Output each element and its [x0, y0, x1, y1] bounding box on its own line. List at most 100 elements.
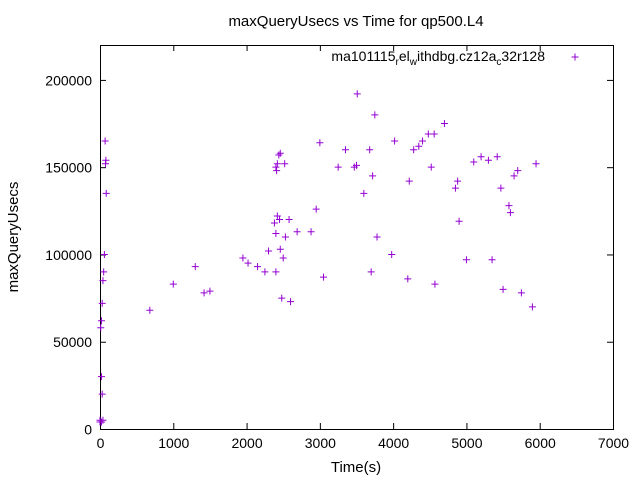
data-point — [102, 156, 110, 164]
data-point — [427, 163, 435, 171]
data-point — [206, 287, 214, 295]
chart-title: maxQueryUsecs vs Time for qp500.L4 — [228, 13, 483, 30]
data-point — [517, 289, 525, 297]
data-point — [373, 233, 381, 241]
x-tick-label: 6000 — [525, 435, 556, 451]
data-point — [316, 139, 324, 147]
data-point — [272, 268, 280, 276]
data-point — [488, 256, 496, 264]
data-point — [388, 250, 396, 258]
data-point — [360, 189, 368, 197]
data-point — [261, 268, 269, 276]
data-point — [146, 306, 154, 314]
y-tick-label: 50000 — [53, 334, 92, 350]
data-point — [470, 158, 478, 166]
axis-ticks: 0 1000 2000 3000 4000 5000 6000 7000 0 50000 10000… — [45, 45, 629, 451]
data-point — [451, 184, 459, 192]
data-point — [99, 277, 107, 285]
data-point — [312, 205, 320, 213]
data-point — [514, 167, 522, 175]
data-point — [532, 160, 540, 168]
data-point — [499, 285, 507, 293]
data-point — [102, 189, 110, 197]
data-point — [276, 245, 284, 253]
x-tick-label: 7000 — [598, 435, 629, 451]
data-point — [404, 275, 412, 283]
data-point — [334, 163, 342, 171]
data-point — [272, 230, 280, 238]
data-point — [353, 90, 361, 98]
x-tick-label: 4000 — [378, 435, 409, 451]
data-point — [101, 137, 109, 145]
data-point — [97, 324, 105, 332]
data-point — [454, 177, 462, 185]
plot-frame — [100, 45, 614, 430]
x-tick-label: 0 — [97, 435, 105, 451]
data-point — [431, 280, 439, 288]
data-point — [369, 172, 377, 180]
data-point — [493, 153, 501, 161]
data-point — [99, 416, 107, 424]
data-point — [320, 273, 328, 281]
data-point — [281, 160, 289, 168]
data-point — [97, 317, 105, 325]
data-point — [273, 160, 281, 168]
y-tick-label: 200000 — [45, 72, 92, 88]
x-tick-label: 1000 — [158, 435, 189, 451]
data-point — [100, 250, 108, 258]
legend-marker — [571, 53, 579, 61]
data-point — [244, 259, 252, 267]
data-point — [293, 228, 301, 236]
data-point — [100, 268, 108, 276]
x-axis-label: Time(s) — [331, 459, 381, 476]
data-point — [462, 256, 470, 264]
x-tick-label: 2000 — [231, 435, 262, 451]
y-tick-label: 150000 — [45, 160, 92, 176]
data-point — [477, 153, 485, 161]
data-point — [484, 156, 492, 164]
data-point — [506, 209, 514, 217]
legend: ma101115relwithdbg.cz12ac32r128 — [331, 48, 579, 68]
legend-label: ma101115relwithdbg.cz12ac32r128 — [331, 48, 545, 68]
data-point — [418, 137, 426, 145]
data-point — [272, 163, 280, 171]
data-point — [97, 418, 105, 426]
data-point — [98, 299, 106, 307]
x-tick-label: 3000 — [305, 435, 336, 451]
data-point — [405, 177, 413, 185]
data-point — [278, 294, 286, 302]
y-tick-label: 100000 — [45, 247, 92, 263]
data-point — [391, 137, 399, 145]
data-point — [191, 263, 199, 271]
data-points — [96, 90, 540, 426]
data-point — [285, 216, 293, 224]
data-point — [505, 202, 513, 210]
data-point — [353, 161, 360, 169]
legend-marker-plus — [571, 53, 579, 61]
y-axis-label: maxQueryUsecs — [5, 182, 22, 293]
y-tick-label: 0 — [84, 422, 92, 438]
data-point — [265, 247, 273, 255]
data-point — [455, 217, 463, 225]
data-point — [273, 167, 281, 175]
data-point — [279, 254, 287, 262]
data-point — [510, 172, 518, 180]
data-point — [440, 120, 448, 128]
data-point — [276, 149, 284, 157]
data-point — [342, 146, 350, 154]
data-point — [239, 254, 247, 262]
data-point — [371, 111, 379, 119]
data-point — [169, 280, 177, 288]
data-point — [97, 373, 105, 381]
x-tick-label: 5000 — [451, 435, 482, 451]
data-point — [276, 216, 284, 224]
data-point — [254, 263, 262, 271]
data-point — [367, 268, 375, 276]
data-point — [307, 228, 315, 236]
data-point — [275, 151, 283, 159]
data-point — [497, 184, 505, 192]
data-point — [200, 289, 208, 297]
data-point — [287, 298, 295, 306]
data-point — [270, 219, 278, 227]
